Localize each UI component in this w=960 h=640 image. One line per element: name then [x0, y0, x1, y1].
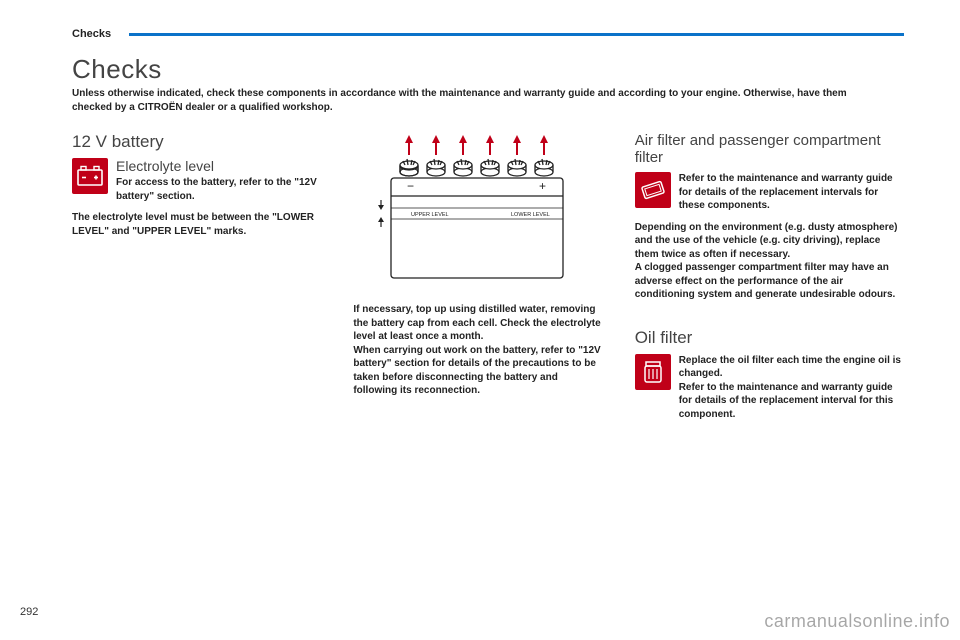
svg-text:−: − — [407, 179, 414, 193]
oilfilter-icon — [635, 354, 671, 390]
upper-level-label: UPPER LEVEL — [411, 212, 449, 218]
oilfilter-block: Replace the oil filter each time the eng… — [635, 354, 904, 422]
page-number: 292 — [20, 606, 38, 618]
page-root: Checks Checks Unless otherwise indicated… — [0, 0, 960, 640]
intro-text: Unless otherwise indicated, check these … — [72, 87, 852, 114]
column-left: 12 V battery Electrolyte level For acces… — [72, 132, 321, 427]
section-label: Checks — [72, 28, 111, 40]
airfilter-icon — [635, 172, 671, 208]
column-middle: UPPER LEVEL LOWER LEVEL − + — [353, 132, 602, 427]
column-right: Air filter and passenger compartment fil… — [635, 132, 904, 427]
battery-icon — [72, 158, 108, 194]
watermark: carmanualsonline.info — [764, 611, 950, 632]
header-row: Checks — [72, 28, 904, 40]
electrolyte-note: The electrolyte level must be between th… — [72, 211, 321, 238]
electrolyte-block: Electrolyte level For access to the batt… — [72, 158, 321, 203]
oilfilter-heading: Oil filter — [635, 328, 904, 348]
battery-below-text: If necessary, top up using distilled wat… — [353, 303, 602, 398]
battery-heading: 12 V battery — [72, 132, 321, 152]
oilfilter-lead: Replace the oil filter each time the eng… — [679, 354, 904, 422]
electrolyte-subheading: Electrolyte level — [116, 158, 321, 174]
airfilter-body: Depending on the environment (e.g. dusty… — [635, 221, 904, 302]
airfilter-heading: Air filter and passenger compartment fil… — [635, 132, 904, 166]
battery-diagram: UPPER LEVEL LOWER LEVEL − + — [353, 132, 581, 288]
airfilter-lead: Refer to the maintenance and warranty gu… — [679, 172, 904, 213]
header-accent-bar — [129, 33, 904, 36]
electrolyte-text: Electrolyte level For access to the batt… — [116, 158, 321, 203]
svg-text:+: + — [539, 179, 546, 193]
page-title: Checks — [72, 54, 904, 85]
electrolyte-lead: For access to the battery, refer to the … — [116, 176, 321, 203]
airfilter-block: Refer to the maintenance and warranty gu… — [635, 172, 904, 213]
lower-level-label: LOWER LEVEL — [511, 212, 550, 218]
content-columns: 12 V battery Electrolyte level For acces… — [72, 132, 904, 427]
